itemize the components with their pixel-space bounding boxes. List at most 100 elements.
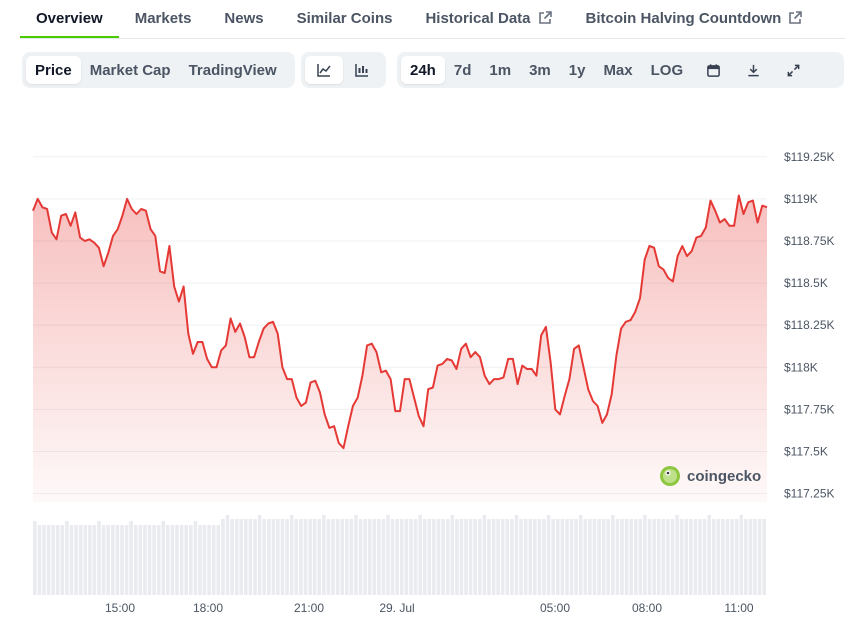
volume-bar	[78, 525, 83, 595]
volume-bar	[418, 515, 422, 595]
fullscreen-button[interactable]	[778, 56, 808, 84]
volume-bar	[569, 519, 574, 595]
y-tick-label: $118K	[784, 360, 818, 374]
volume-bar	[510, 519, 514, 595]
tab-similar-coins[interactable]: Similar Coins	[296, 9, 393, 27]
x-tick-label: 15:00	[105, 601, 135, 615]
volume-bar	[69, 525, 74, 595]
volume-bar	[514, 515, 519, 595]
download-button[interactable]	[738, 56, 768, 84]
volume-bar	[381, 519, 386, 595]
volume-bar	[404, 519, 409, 595]
tab-bar: Overview Markets News Similar Coins Hist…	[20, 0, 845, 39]
volume-bar	[441, 519, 445, 595]
volume-bar	[533, 519, 537, 595]
price-chart[interactable]: $117.25K $117.5K $117.75K $118K $118.25K $118…	[0, 100, 859, 626]
volume-bar	[721, 519, 725, 595]
volume-bar	[88, 525, 92, 595]
volume-bar	[574, 519, 578, 595]
metric-tradingview-button[interactable]: TradingView	[188, 61, 277, 79]
range-24h-button[interactable]: 24h	[401, 56, 445, 84]
volume-bar	[615, 519, 620, 595]
volume-bar	[335, 519, 340, 595]
volume-bar	[299, 519, 303, 595]
volume-bar	[175, 525, 179, 595]
volume-bar	[285, 519, 289, 595]
volume-bar	[601, 519, 606, 595]
volume-bar	[556, 519, 560, 595]
volume-bar	[670, 519, 675, 595]
volume-bar	[464, 519, 468, 595]
range-7d-button[interactable]: 7d	[453, 61, 472, 79]
volume-bar	[46, 525, 51, 595]
volume-bar	[413, 519, 418, 595]
volume-bar	[684, 519, 688, 595]
range-1m-button[interactable]: 1m	[489, 61, 512, 79]
volume-bar	[239, 519, 243, 595]
x-tick-label: 11:00	[724, 601, 753, 615]
volume-bar	[308, 519, 312, 595]
volume-bar	[207, 525, 211, 595]
volume-bar	[92, 525, 97, 595]
volume-bar	[739, 515, 744, 595]
volume-bar	[652, 519, 656, 595]
volume-bar	[317, 519, 321, 595]
volume-bar	[661, 519, 666, 595]
volume-bar	[189, 525, 193, 595]
metric-market-cap-button[interactable]: Market Cap	[89, 61, 171, 79]
volume-bar	[331, 519, 335, 595]
volume-bar	[262, 519, 266, 595]
tab-news[interactable]: News	[224, 9, 264, 27]
volume-bar	[289, 515, 294, 595]
expand-icon	[787, 64, 800, 76]
volume-bar	[42, 525, 46, 595]
log-scale-button[interactable]: LOG	[650, 61, 684, 79]
x-tick-label: 08:00	[632, 601, 662, 615]
volume-bar	[450, 515, 455, 595]
volume-bar	[445, 519, 450, 595]
volume-bar	[638, 519, 643, 595]
volume-bar	[253, 519, 257, 595]
volume-bar	[395, 519, 399, 595]
calendar-icon	[706, 63, 720, 77]
y-tick-label: $118.5K	[784, 276, 828, 290]
volume-bar	[138, 525, 143, 595]
tab-historical-data[interactable]: Historical Data	[425, 0, 552, 36]
line-chart-button[interactable]	[305, 56, 343, 84]
volume-bar	[546, 515, 551, 595]
volume-bar	[537, 519, 542, 595]
volume-bar	[156, 525, 161, 595]
volume-bar	[129, 521, 133, 595]
volume-bar	[473, 519, 477, 595]
volume-bar	[211, 525, 216, 595]
volume-bar	[345, 519, 349, 595]
volume-bar	[528, 519, 533, 595]
y-tick-label: $118.25K	[784, 318, 835, 332]
external-link-icon	[538, 11, 552, 24]
metric-price-button[interactable]: Price	[26, 56, 81, 84]
range-3m-button[interactable]: 3m	[529, 61, 551, 79]
tab-overview[interactable]: Overview	[20, 0, 119, 38]
volume-bar	[221, 519, 225, 595]
y-tick-label: $119.25K	[784, 150, 835, 164]
volume-bar	[170, 525, 175, 595]
volume-bar	[312, 519, 317, 595]
candlestick-chart-button[interactable]	[343, 56, 381, 84]
tab-bitcoin-halving-countdown[interactable]: Bitcoin Halving Countdown	[586, 0, 804, 36]
volume-bar	[354, 515, 358, 595]
range-1y-button[interactable]: 1y	[568, 61, 586, 79]
volume-bar	[689, 519, 693, 595]
volume-bar	[276, 519, 280, 595]
volume-bar	[666, 519, 670, 595]
volume-bar	[496, 519, 500, 595]
volume-bar	[234, 519, 239, 595]
volume-bar	[179, 525, 184, 595]
volume-bar	[367, 519, 372, 595]
volume-bar	[468, 519, 473, 595]
range-max-button[interactable]: Max	[603, 61, 633, 79]
tab-markets[interactable]: Markets	[134, 9, 192, 27]
volume-bar	[161, 521, 166, 595]
volume-bar	[634, 519, 638, 595]
volume-bar	[643, 515, 647, 595]
calendar-button[interactable]	[698, 56, 728, 84]
